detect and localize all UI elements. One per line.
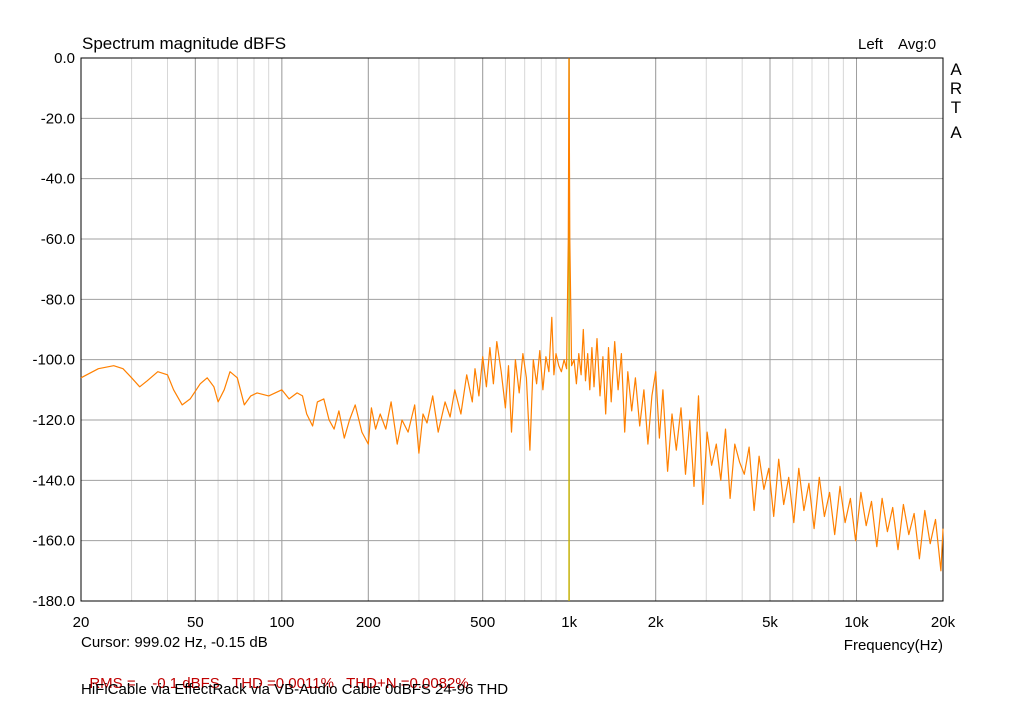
plot-frame — [80, 57, 944, 602]
cursor-readout: Cursor: 999.02 Hz, -0.15 dB — [81, 634, 268, 651]
y-axis-tick-labels: 0.0 -20.0 -40.0 -60.0 -80.0 -100.0 -120.0 -140.… — [32, 50, 75, 610]
y-tick-label: -120.0 — [32, 412, 75, 429]
y-tick-label: -180.0 — [32, 593, 75, 610]
y-tick-label: -140.0 — [32, 472, 75, 489]
thd-value: THD =0.0011% — [232, 675, 334, 692]
y-tick-label: 0.0 — [54, 50, 75, 67]
y-tick-label: -60.0 — [41, 231, 75, 248]
channel-label: Left — [858, 36, 884, 53]
brand-letter-r: R — [950, 79, 962, 98]
x-tick-label: 200 — [356, 614, 381, 631]
x-tick-label: 2k — [648, 614, 664, 631]
x-tick-label: 100 — [269, 614, 294, 631]
brand-letter-t: T — [951, 98, 961, 117]
y-tick-label: -160.0 — [32, 533, 75, 550]
brand-letter-a2: A — [950, 123, 962, 142]
measurement-stats: RMS = -0.1 dBFS THD =0.0011% THD+N =0.00… — [81, 658, 469, 692]
measurement-description: HiFiCable via EffectRack via VB-Audio Ca… — [81, 681, 509, 698]
chart-title: Spectrum magnitude dBFS — [82, 34, 286, 53]
x-tick-label: 1k — [561, 614, 577, 631]
spectrum-series-line-0 — [80, 57, 944, 572]
spectrum-trace-layer — [80, 57, 944, 601]
x-tick-label: 10k — [844, 614, 869, 631]
brand-letter-a1: A — [950, 60, 962, 79]
x-tick-label: 500 — [470, 614, 495, 631]
y-tick-label: -100.0 — [32, 352, 75, 369]
minor-gridlines — [131, 58, 858, 601]
rms-label: RMS = — [89, 675, 136, 692]
y-tick-label: -80.0 — [41, 291, 75, 308]
x-axis-tick-labels: 20 50 100 200 500 1k 2k 5k 10k 20k — [73, 614, 956, 631]
x-tick-label: 20k — [931, 614, 956, 631]
thdn-value: THD+N =0.0082% — [346, 675, 469, 692]
major-gridlines — [80, 57, 944, 602]
average-count: Avg:0 — [898, 36, 936, 53]
x-tick-label: 50 — [187, 614, 204, 631]
rms-value: -0.1 dBFS — [152, 675, 220, 692]
y-tick-label: -20.0 — [41, 110, 75, 127]
x-tick-label: 20 — [73, 614, 90, 631]
arta-brand: A R T A — [950, 60, 962, 142]
y-tick-label: -40.0 — [41, 171, 75, 188]
x-tick-label: 5k — [762, 614, 778, 631]
x-axis-label: Frequency(Hz) — [844, 637, 943, 654]
